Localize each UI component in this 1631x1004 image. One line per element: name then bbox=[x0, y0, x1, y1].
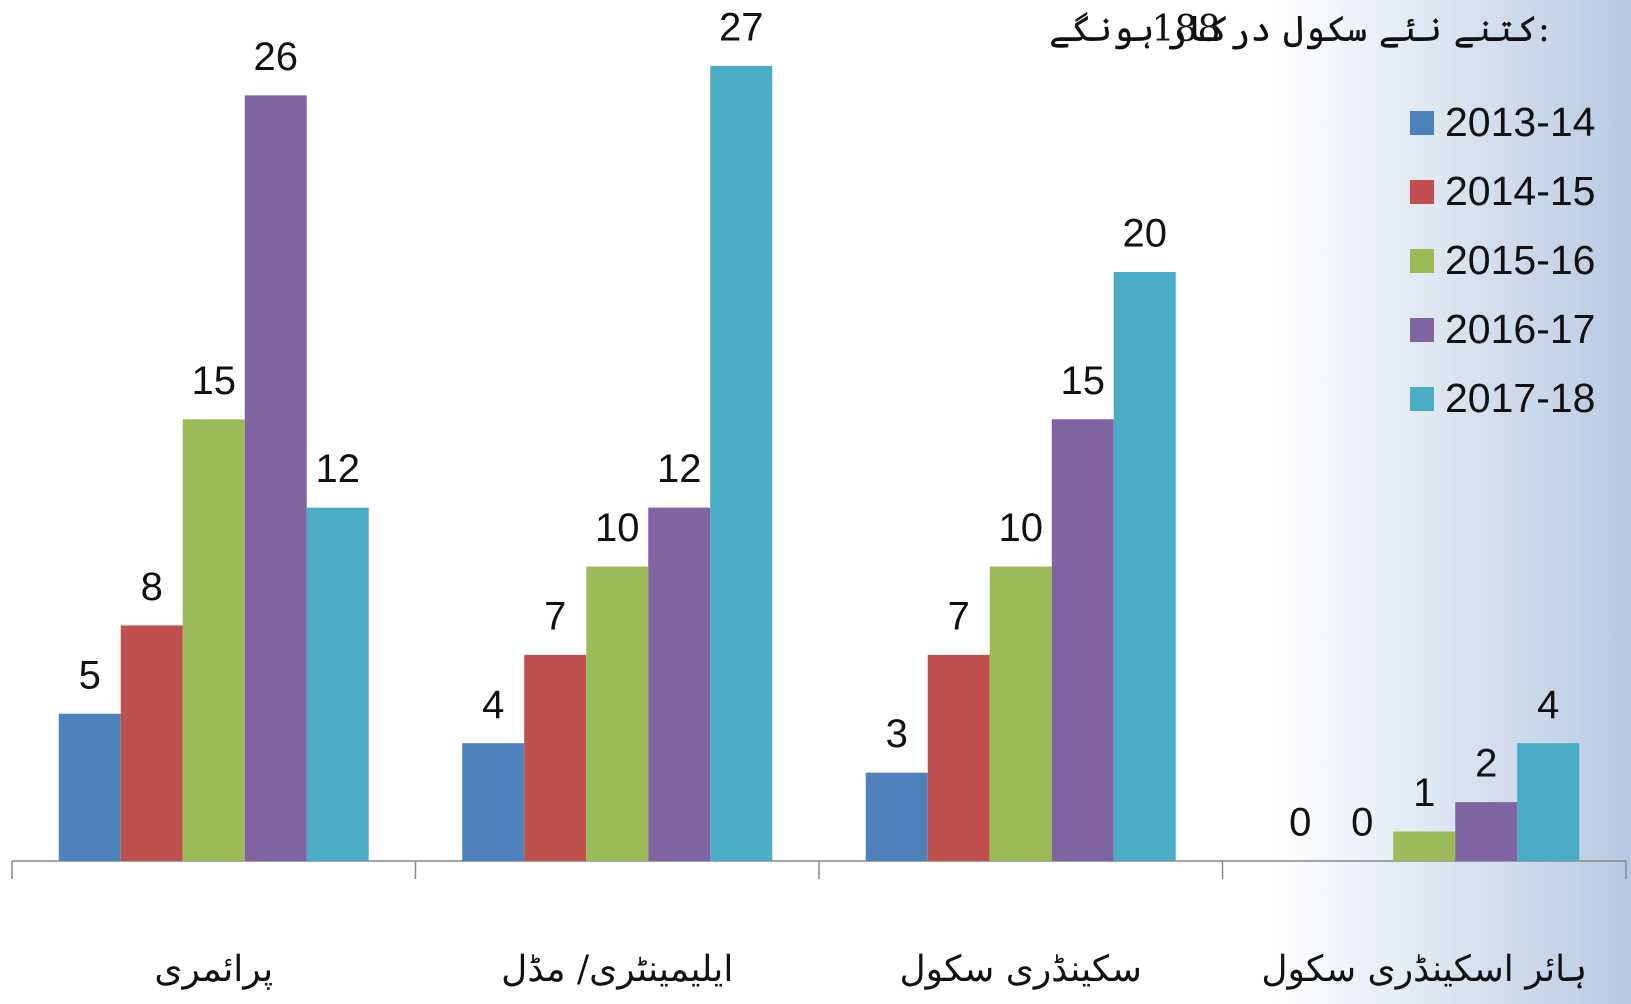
data-label: 4 bbox=[482, 683, 504, 727]
data-label: 1 bbox=[1413, 771, 1435, 815]
bar bbox=[1393, 831, 1456, 861]
legend-label: 2015-16 bbox=[1445, 237, 1595, 283]
legend-label: 2017-18 bbox=[1445, 375, 1595, 421]
data-label: 7 bbox=[544, 594, 566, 638]
legend-label: 2014-15 bbox=[1445, 168, 1595, 214]
bar bbox=[927, 654, 990, 861]
data-label: 0 bbox=[1351, 801, 1373, 845]
bar bbox=[1113, 272, 1176, 861]
data-label: 12 bbox=[657, 447, 702, 491]
data-label: 2 bbox=[1475, 742, 1497, 786]
legend-swatch bbox=[1410, 180, 1434, 204]
bar bbox=[865, 772, 928, 861]
bar bbox=[182, 419, 245, 861]
data-label: 15 bbox=[192, 359, 237, 403]
legend-swatch bbox=[1410, 318, 1434, 342]
data-label: 5 bbox=[79, 653, 101, 697]
data-label: 26 bbox=[254, 35, 299, 79]
bar bbox=[989, 566, 1052, 861]
bar bbox=[1455, 802, 1518, 861]
data-label: 27 bbox=[719, 5, 764, 49]
x-tick-label: سکینڈری سکول bbox=[900, 949, 1142, 990]
bar bbox=[1517, 743, 1580, 861]
bar bbox=[58, 713, 121, 861]
data-label: 10 bbox=[999, 506, 1044, 550]
bar bbox=[648, 507, 711, 861]
x-tick-label: ہائر اسکینڈری سکول bbox=[1261, 949, 1587, 990]
legend-swatch bbox=[1410, 111, 1434, 135]
data-label: 8 bbox=[141, 565, 163, 609]
legend-label: 2016-17 bbox=[1445, 306, 1595, 352]
legend-swatch bbox=[1410, 387, 1434, 411]
bar bbox=[244, 95, 307, 861]
data-label: 0 bbox=[1289, 801, 1311, 845]
data-label: 20 bbox=[1123, 212, 1168, 256]
legend-label: 2013-14 bbox=[1445, 99, 1595, 145]
data-label: 3 bbox=[886, 712, 908, 756]
bar bbox=[710, 65, 773, 862]
legend-swatch bbox=[1410, 249, 1434, 273]
data-label: 7 bbox=[948, 594, 970, 638]
data-label: 10 bbox=[595, 506, 640, 550]
bar bbox=[586, 566, 649, 861]
x-tick-label: ایلیمینٹری/ مڈل bbox=[501, 949, 733, 990]
data-label: 12 bbox=[316, 447, 361, 491]
bar bbox=[524, 654, 587, 861]
annotation-label: کتنے نئے سکول درکار ہونگے: bbox=[1049, 9, 1550, 50]
annotation-value: 188 bbox=[1152, 9, 1221, 50]
bar bbox=[462, 743, 525, 861]
bar bbox=[120, 625, 183, 861]
data-label: 15 bbox=[1061, 359, 1106, 403]
bar bbox=[306, 507, 369, 861]
bar bbox=[1051, 419, 1114, 861]
x-tick-label: پرائمری bbox=[154, 949, 273, 990]
data-label: 4 bbox=[1537, 683, 1559, 727]
